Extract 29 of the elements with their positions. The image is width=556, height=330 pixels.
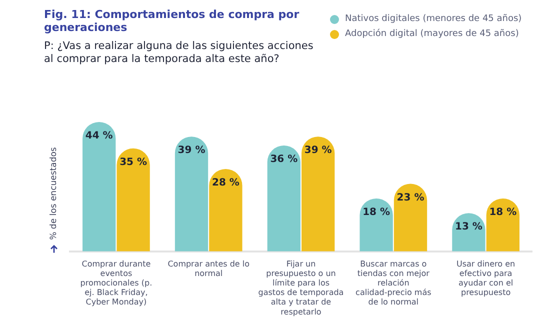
x-tick-label: Fijar un presupuesto o un límite para los gastos de temporada alta y tratar de respetarlo	[258, 259, 344, 316]
bar	[267, 145, 300, 252]
bar	[360, 198, 393, 252]
data-label: 28 %	[212, 178, 240, 189]
y-axis-title: % de los encuestados	[49, 147, 59, 240]
data-label: 44 %	[85, 130, 113, 142]
bar	[174, 136, 208, 252]
chart-title: Fig. 11: Comportamientos de compra por generaciones	[44, 8, 300, 34]
data-label: 36 %	[270, 154, 298, 166]
data-label: 13 %	[454, 222, 482, 233]
x-tick-label: Buscar marcas o tiendas con mejor relación calidad-precio más de lo normal	[356, 259, 432, 307]
x-tick-label: Comprar antes de lo normal	[168, 259, 250, 278]
bar	[302, 136, 335, 252]
bar	[394, 184, 428, 252]
legend-label: Nativos digitales (menores de 45 años)	[345, 14, 522, 24]
x-tick-label: Comprar durante eventos promocionales (p. ej. Black Friday, Cyber Monday)	[80, 259, 152, 307]
bar	[209, 169, 242, 252]
bar	[486, 198, 520, 252]
data-label: 23 %	[396, 192, 424, 204]
legend-label: Adopción digital (mayores de 45 años)	[345, 29, 519, 39]
x-tick-label: Usar dinero en efectivo para ayudar con el presupuesto	[456, 259, 516, 298]
data-label: 39 %	[178, 145, 206, 156]
data-label: 35 %	[120, 157, 148, 168]
bar	[116, 148, 150, 252]
bar	[82, 122, 116, 252]
data-label: 18 %	[489, 207, 517, 218]
data-label: 18 %	[362, 207, 390, 218]
chart-subtitle: P: ¿Vas a realizar alguna de las siguientes acciones al comprar para la temporada alta este año?	[44, 40, 314, 66]
data-label: 39 %	[304, 145, 332, 156]
